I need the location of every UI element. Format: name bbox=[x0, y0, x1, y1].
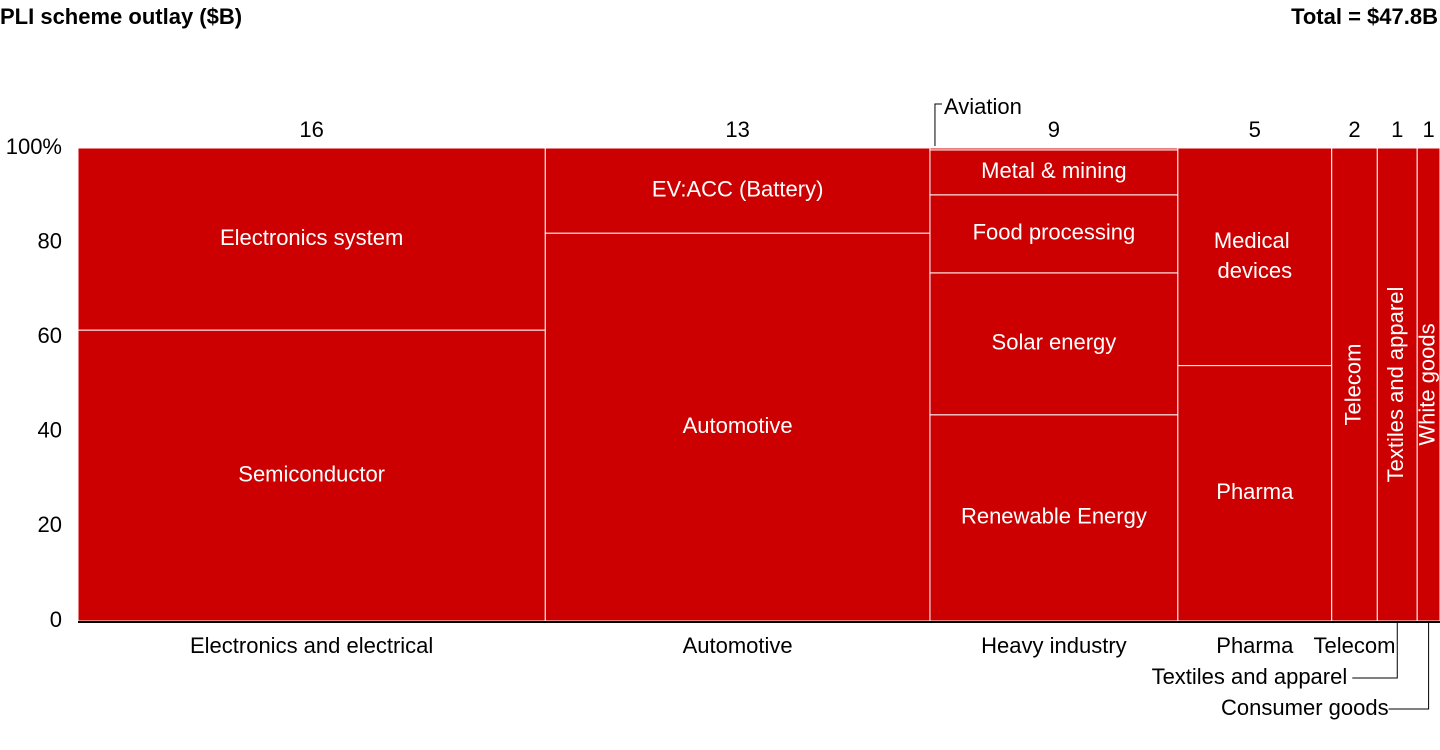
y-tick-label: 0 bbox=[50, 607, 62, 632]
column-value-label: 9 bbox=[1048, 117, 1060, 142]
y-tick-label: 100% bbox=[6, 134, 62, 159]
segment-label: Automotive bbox=[683, 413, 793, 438]
segment-label: Renewable Energy bbox=[961, 504, 1147, 529]
segment-label: Solar energy bbox=[992, 330, 1117, 355]
total-annotation: Total = $47.8B bbox=[1291, 4, 1438, 29]
segment-label: Medical devices bbox=[1214, 228, 1296, 283]
y-tick-label: 60 bbox=[38, 323, 62, 348]
segment-label: Semiconductor bbox=[238, 461, 385, 486]
segment bbox=[1331, 147, 1378, 622]
segment bbox=[77, 147, 546, 331]
column-value-label: 1 bbox=[1391, 117, 1403, 142]
segment bbox=[77, 329, 546, 622]
column-value-label: 5 bbox=[1249, 117, 1261, 142]
column-value-label: 13 bbox=[725, 117, 749, 142]
segment-label: Electronics system bbox=[220, 225, 403, 250]
leader-line bbox=[1352, 623, 1398, 679]
x-tick-label: Automotive bbox=[683, 633, 793, 658]
x-tick-label: Textiles and apparel bbox=[1152, 664, 1348, 689]
segment-label: Food processing bbox=[973, 220, 1136, 245]
segment-label: Aviation bbox=[944, 94, 1022, 119]
leader-line bbox=[1388, 623, 1430, 710]
column-value-label: 2 bbox=[1348, 117, 1360, 142]
y-tick-label: 20 bbox=[38, 512, 62, 537]
x-tick-label: Pharma bbox=[1216, 633, 1294, 658]
leader-line bbox=[934, 103, 942, 146]
y-tick-label: 40 bbox=[38, 418, 62, 443]
segment-label: Telecom bbox=[1340, 344, 1365, 426]
y-tick-label: 80 bbox=[38, 228, 62, 253]
x-tick-label: Telecom bbox=[1314, 633, 1396, 658]
segment-label: Textiles and apparel bbox=[1383, 287, 1408, 483]
x-tick-label: Electronics and electrical bbox=[190, 633, 433, 658]
segment bbox=[1177, 147, 1333, 367]
segment-label: Metal & mining bbox=[981, 158, 1127, 183]
segment-label: EV:ACC (Battery) bbox=[652, 176, 824, 201]
column-value-label: 16 bbox=[299, 117, 323, 142]
segment bbox=[544, 147, 931, 234]
x-tick-label: Consumer goods bbox=[1221, 695, 1389, 720]
segment-label: White goods bbox=[1414, 323, 1439, 445]
segment bbox=[1376, 147, 1418, 622]
x-tick-label: Heavy industry bbox=[981, 633, 1127, 658]
segment bbox=[929, 194, 1179, 274]
column-value-label: 1 bbox=[1422, 117, 1434, 142]
segment bbox=[929, 272, 1179, 416]
segment bbox=[929, 147, 1179, 151]
segment bbox=[929, 414, 1179, 622]
chart-title: PLI scheme outlay ($B) bbox=[0, 4, 242, 29]
segment-label: Pharma bbox=[1216, 479, 1294, 504]
segment bbox=[929, 149, 1179, 196]
